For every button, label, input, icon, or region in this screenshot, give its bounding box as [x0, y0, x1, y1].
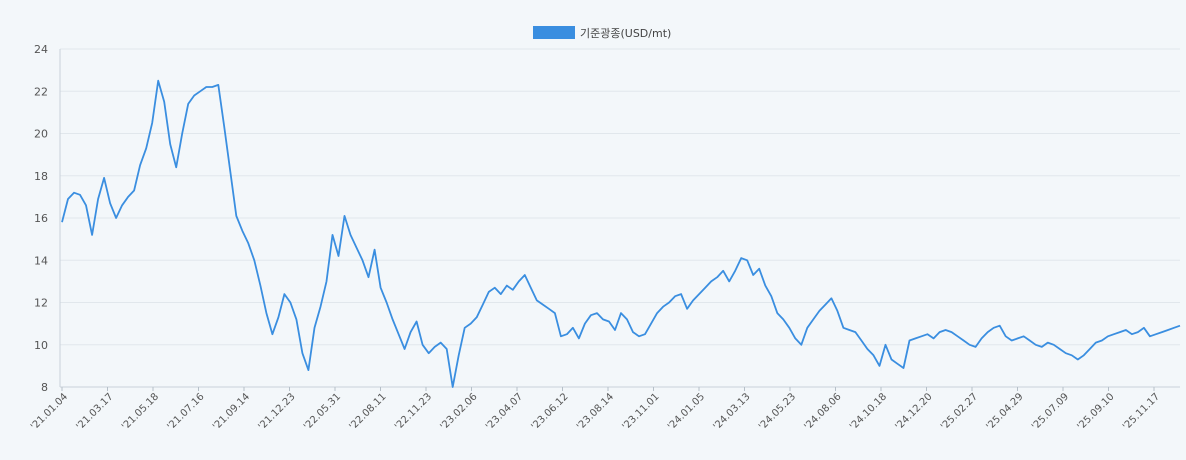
- legend-swatch: [533, 26, 575, 39]
- x-tick-label: '21.01.04: [29, 391, 70, 432]
- x-tick-label: '24.12.20: [893, 391, 934, 432]
- x-tick-label: '21.09.14: [211, 391, 252, 432]
- legend[interactable]: 기준광종(USD/mt): [533, 26, 671, 40]
- y-tick-label: 20: [34, 128, 48, 141]
- series-layer: [61, 79, 1181, 388]
- x-tick-label: '23.11.01: [620, 391, 661, 432]
- x-tick-label: '22.11.23: [393, 391, 434, 432]
- x-tick-label: '23.04.07: [484, 391, 525, 432]
- y-tick-label: 10: [34, 339, 48, 352]
- y-tick-label: 22: [34, 85, 48, 98]
- y-tick-label: 14: [34, 254, 48, 267]
- y-tick-label: 12: [34, 297, 48, 310]
- x-tick-label: '24.03.13: [711, 391, 752, 432]
- x-tick-label: '21.05.18: [120, 391, 161, 432]
- series-line[interactable]: [61, 79, 1181, 388]
- x-tick-label: '25.11.17: [1121, 391, 1162, 432]
- x-tick-label: '23.06.12: [529, 391, 570, 432]
- x-tick-label: '22.08.11: [347, 391, 388, 432]
- x-tick-label: '21.07.16: [165, 391, 206, 432]
- gridlines: [59, 48, 1180, 388]
- x-tick-label: '25.09.10: [1075, 391, 1116, 432]
- x-tick-label: '21.03.17: [74, 391, 115, 432]
- y-tick-label: 8: [41, 381, 48, 394]
- x-tick-label: '21.12.23: [256, 391, 297, 432]
- x-tick-label: '24.05.23: [757, 391, 798, 432]
- x-tick-label: '25.07.09: [1030, 391, 1071, 432]
- x-tick-label: '23.08.14: [575, 391, 616, 432]
- x-tick-label: '24.08.06: [802, 391, 843, 432]
- x-tick-label: '22.05.31: [302, 391, 343, 432]
- x-tick-label: '23.02.06: [438, 391, 479, 432]
- x-tick-label: '24.01.05: [666, 391, 707, 432]
- x-tick-label: '24.10.18: [848, 391, 889, 432]
- x-axis: '21.01.04'21.03.17'21.05.18'21.07.16'21.…: [29, 387, 1162, 433]
- y-tick-label: 24: [34, 43, 48, 56]
- x-tick-label: '25.04.29: [984, 391, 1025, 432]
- y-tick-label: 18: [34, 170, 48, 183]
- legend-label: 기준광종(USD/mt): [580, 27, 671, 40]
- x-tick-label: '25.02.27: [939, 391, 980, 432]
- y-tick-label: 16: [34, 212, 48, 225]
- y-axis: 8 10 12 14 16 18 20 22 24: [34, 43, 48, 394]
